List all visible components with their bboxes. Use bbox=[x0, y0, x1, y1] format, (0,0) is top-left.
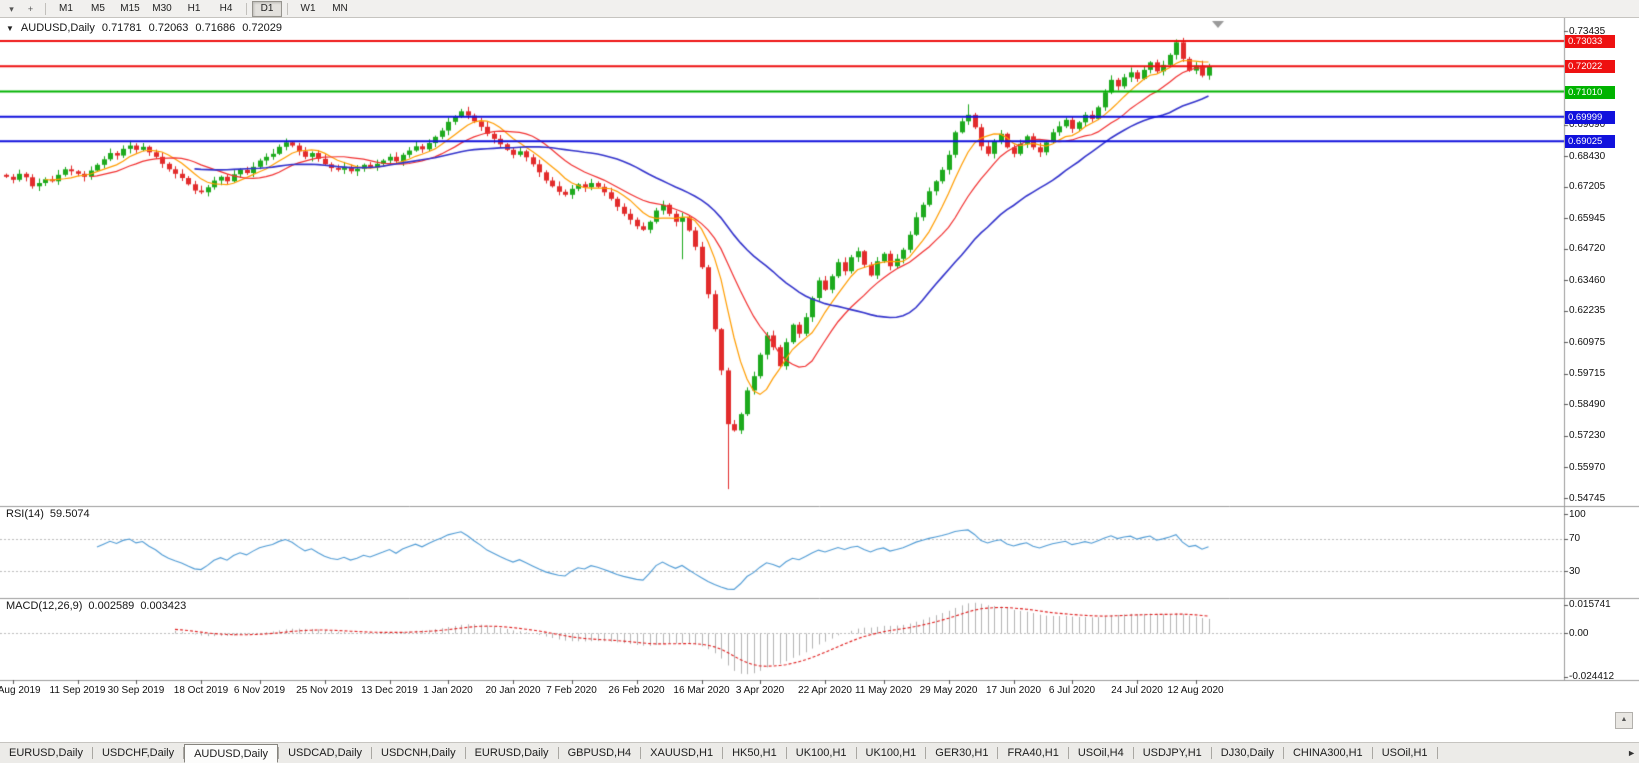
timeframe-button-d1[interactable]: D1 bbox=[252, 0, 282, 17]
chart-window: ▼ AUDUSD,Daily 0.71781 0.72063 0.71686 0… bbox=[0, 18, 1639, 742]
tab-separator bbox=[855, 747, 857, 759]
tabs-scroll-right-icon[interactable]: ► bbox=[1627, 748, 1636, 758]
chart-tab-2-audusd-daily[interactable]: AUDUSD,Daily bbox=[184, 743, 279, 763]
tab-separator bbox=[278, 747, 280, 759]
chart-tab-7-xauusd-h1[interactable]: XAUUSD,H1 bbox=[650, 747, 714, 759]
price-chart-canvas[interactable] bbox=[0, 18, 1639, 742]
tab-separator bbox=[1210, 747, 1212, 759]
chart-tab-13-usoil-h4[interactable]: USOil,H4 bbox=[1077, 747, 1124, 759]
tab-separator bbox=[464, 747, 466, 759]
chart-tab-15-dj30-daily[interactable]: DJ30,Daily bbox=[1220, 747, 1274, 759]
tab-separator bbox=[183, 747, 185, 759]
chart-tabbar: EURUSD,Daily USDCHF,Daily AUDUSD,Daily USDC… bbox=[0, 742, 1639, 763]
timeframe-button-h1[interactable]: H1 bbox=[187, 2, 201, 14]
chart-tab-5-eurusd-daily[interactable]: EURUSD,Daily bbox=[474, 747, 549, 759]
scroll-up-button[interactable]: ▲ bbox=[1615, 712, 1633, 729]
chart-tab-0-eurusd-daily[interactable]: EURUSD,Daily bbox=[9, 747, 83, 759]
timeframe-button-m1[interactable]: M1 bbox=[59, 2, 73, 14]
chart-tab-12-fra40-h1[interactable]: FRA40,H1 bbox=[1007, 747, 1059, 759]
timeframe-button-m5[interactable]: M5 bbox=[91, 2, 105, 14]
timeframe-button-h4[interactable]: H4 bbox=[219, 2, 233, 14]
crosshair-icon[interactable]: + bbox=[27, 3, 34, 14]
tab-separator bbox=[785, 747, 787, 759]
tab-separator bbox=[997, 747, 999, 759]
chart-tab-11-ger30-h1[interactable]: GER30,H1 bbox=[935, 747, 989, 759]
chart-dropdown-icon[interactable]: ▾ bbox=[9, 3, 14, 14]
tab-separator bbox=[1067, 747, 1069, 759]
chart-tab-9-uk100-h1[interactable]: UK100,H1 bbox=[795, 747, 847, 759]
chart-tab-10-uk100-h1[interactable]: UK100,H1 bbox=[865, 747, 917, 759]
toolbar-separator bbox=[287, 2, 288, 15]
tab-separator bbox=[371, 747, 373, 759]
timeframe-toolbar: ▾ + M1 M5 M15 M30 H1 H4 D1 W1 MN bbox=[0, 0, 1639, 18]
timeframe-button-m15[interactable]: M15 bbox=[120, 2, 140, 14]
chart-tab-1-usdchf-daily[interactable]: USDCHF,Daily bbox=[101, 747, 175, 759]
chart-tab-6-gbpusd-h4[interactable]: GBPUSD,H4 bbox=[567, 747, 632, 759]
tab-separator bbox=[1132, 747, 1134, 759]
tab-separator bbox=[925, 747, 927, 759]
timeframe-button-mn[interactable]: MN bbox=[332, 2, 348, 14]
tab-separator bbox=[722, 747, 724, 759]
chart-tab-17-usoil-h1[interactable]: USOil,H1 bbox=[1381, 747, 1428, 759]
chart-tab-14-usdjpy-h1[interactable]: USDJPY,H1 bbox=[1142, 747, 1202, 759]
tab-separator bbox=[640, 747, 642, 759]
tab-separator bbox=[557, 747, 559, 759]
toolbar-separator bbox=[45, 2, 46, 15]
tab-separator bbox=[1436, 747, 1438, 759]
timeframe-button-w1[interactable]: W1 bbox=[300, 2, 316, 14]
timeframe-button-m30[interactable]: M30 bbox=[152, 2, 172, 14]
chart-tab-3-usdcad-daily[interactable]: USDCAD,Daily bbox=[288, 747, 363, 759]
tab-separator bbox=[91, 747, 93, 759]
toolbar-separator bbox=[246, 2, 247, 15]
tab-separator bbox=[1282, 747, 1284, 759]
chart-tab-16-china300-h1[interactable]: CHINA300,H1 bbox=[1292, 747, 1363, 759]
tab-separator bbox=[1371, 747, 1373, 759]
chart-tab-4-usdcnh-daily[interactable]: USDCNH,Daily bbox=[381, 747, 456, 759]
chart-tab-8-hk50-h1[interactable]: HK50,H1 bbox=[732, 747, 777, 759]
